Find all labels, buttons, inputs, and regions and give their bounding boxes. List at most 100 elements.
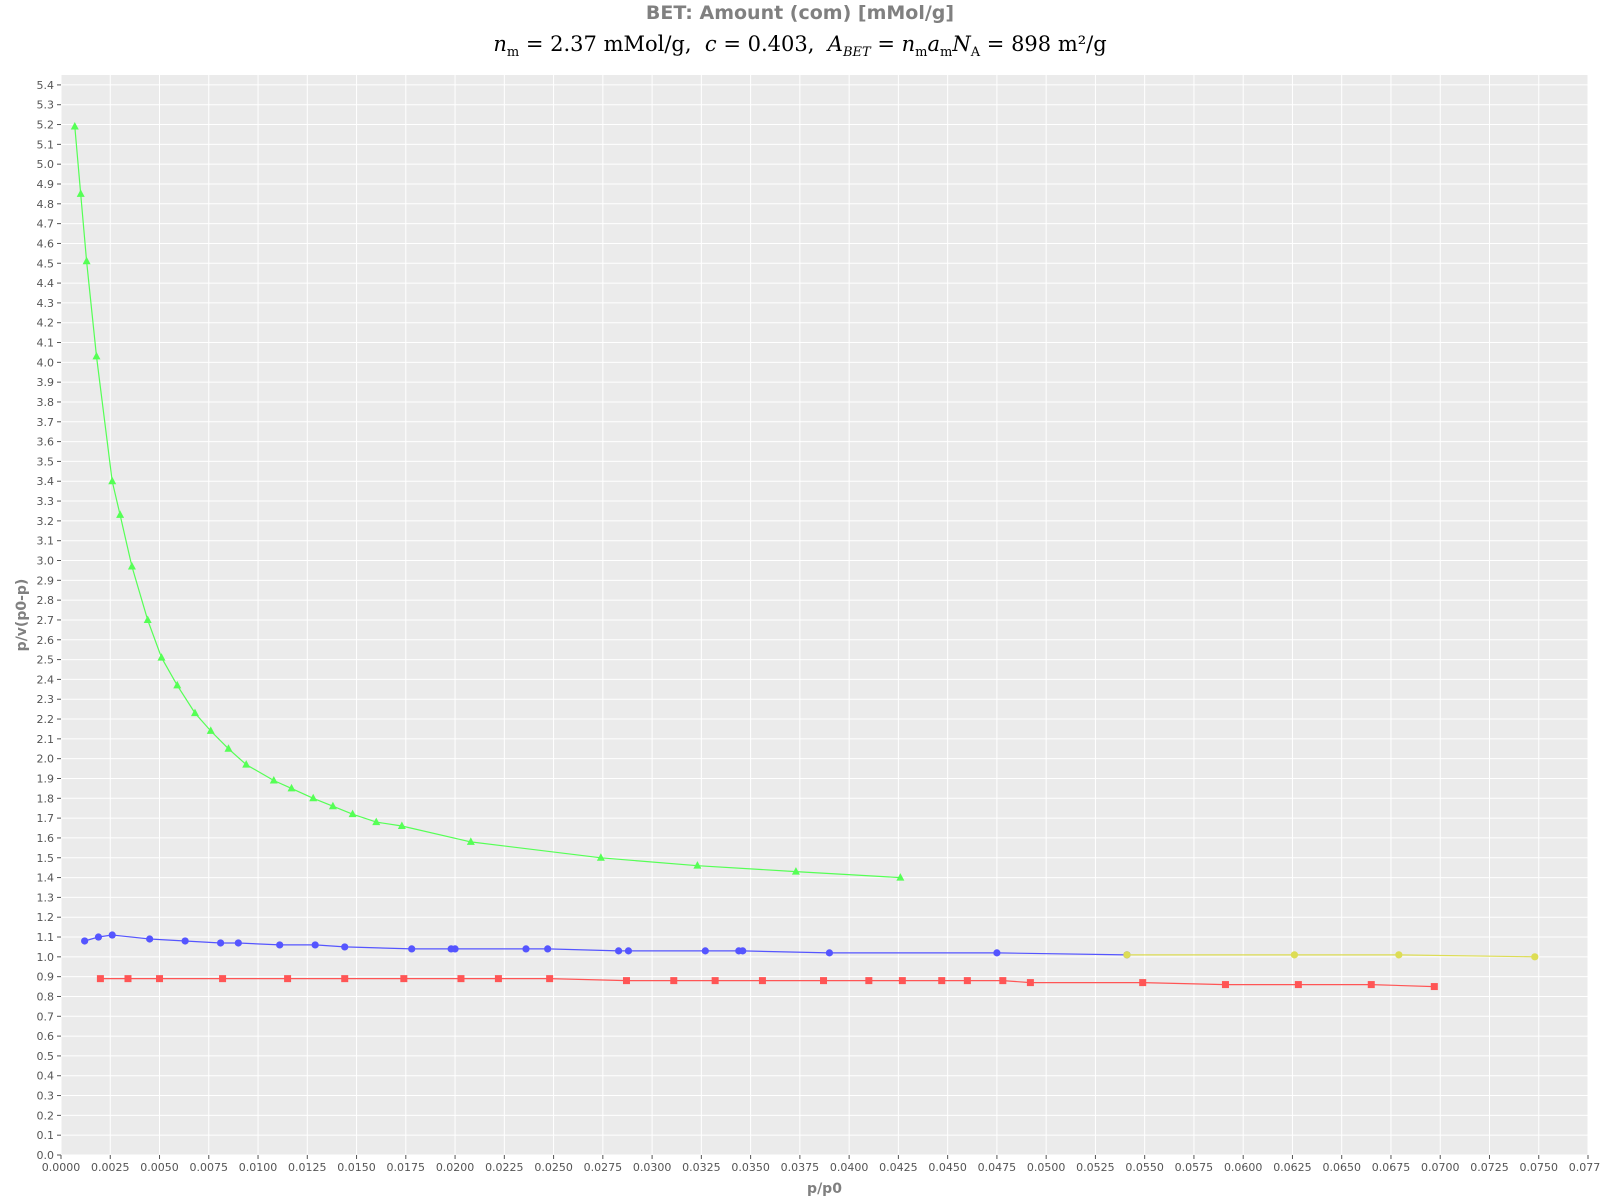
y-tick-label: 2.6	[37, 634, 55, 647]
y-tick-label: 0.2	[37, 1109, 55, 1122]
y-tick-label: 0.7	[37, 1010, 55, 1023]
data-point	[341, 975, 349, 983]
series-layer	[70, 122, 1539, 991]
x-axis-title: p/p0	[807, 1181, 842, 1197]
data-point	[397, 821, 406, 830]
series-4	[96, 975, 1438, 991]
y-tick-label: 0.9	[37, 971, 55, 984]
x-tick-label: 0.0350	[731, 1161, 770, 1174]
abet-value: 898 m²/g	[1011, 32, 1107, 56]
data-point	[156, 975, 164, 983]
x-tick-label: 0.0500	[1027, 1161, 1066, 1174]
series-1	[70, 122, 905, 881]
x-tick-label: 0.0650	[1322, 1161, 1361, 1174]
chart-subtitle: nm = 2.37 mMol/g, c = 0.403, ABET = nmam…	[493, 32, 1107, 61]
y-tick-label: 2.7	[37, 614, 55, 627]
y-tick-label: 1.0	[37, 951, 55, 964]
x-tick-label: 0.0225	[485, 1161, 524, 1174]
data-point	[522, 945, 530, 953]
data-point	[1430, 983, 1438, 991]
y-tick-label: 3.9	[37, 376, 55, 389]
x-tick-label: 0.0025	[91, 1161, 130, 1174]
data-point	[76, 189, 85, 197]
x-tick-label: 0.0725	[1470, 1161, 1509, 1174]
y-tick-label: 1.4	[37, 872, 55, 885]
data-point	[234, 939, 242, 947]
data-point	[216, 939, 225, 947]
y-tick-label: 2.4	[37, 673, 55, 686]
data-point	[993, 949, 1001, 957]
data-point	[670, 977, 678, 985]
y-tick-label: 1.6	[37, 832, 55, 845]
y-tick-label: 4.5	[37, 257, 55, 270]
y-tick-label: 1.5	[37, 852, 55, 865]
series-line	[1126, 954, 1535, 958]
series-line	[100, 977, 1435, 988]
y-tick-label: 0.5	[37, 1050, 55, 1063]
data-point	[963, 977, 971, 985]
data-point	[372, 817, 381, 826]
x-tick-label: 0.0375	[781, 1161, 820, 1174]
data-point	[494, 975, 502, 983]
data-point	[94, 933, 103, 941]
data-point	[108, 931, 116, 939]
data-point	[1139, 979, 1147, 987]
data-point	[1531, 953, 1539, 961]
data-point	[701, 947, 709, 955]
y-tick-label: 2.8	[37, 594, 55, 607]
y-tick-label: 4.0	[37, 356, 55, 369]
y-tick-label: 1.9	[37, 772, 55, 785]
series-2	[81, 931, 1131, 959]
y-tick-label: 1.1	[37, 931, 55, 944]
data-point	[276, 941, 284, 949]
data-point	[157, 653, 166, 661]
data-point	[451, 945, 459, 953]
y-tick-label: 4.2	[37, 317, 55, 330]
data-point	[309, 793, 318, 802]
x-tick-label: 0.0200	[436, 1161, 475, 1174]
data-point	[466, 837, 475, 845]
y-tick-label: 4.1	[37, 337, 55, 350]
data-point	[739, 947, 747, 955]
data-point	[615, 947, 623, 955]
x-tick-label: 0.0325	[682, 1161, 721, 1174]
x-tick-label: 0.0100	[239, 1161, 278, 1174]
data-point	[92, 351, 101, 360]
x-tick-label: 0.0625	[1273, 1161, 1312, 1174]
data-point	[70, 122, 79, 130]
data-point	[311, 941, 319, 949]
y-tick-label: 2.0	[37, 753, 55, 766]
x-tick-label: 0.0250	[534, 1161, 573, 1174]
data-point	[181, 937, 189, 945]
x-tick-label: 0.0075	[190, 1161, 229, 1174]
x-tick-label: 0.0700	[1421, 1161, 1460, 1174]
y-tick-label: 0.4	[37, 1070, 55, 1083]
data-point	[596, 853, 605, 861]
y-tick-label: 3.3	[37, 495, 55, 508]
data-point	[1367, 981, 1375, 989]
nm-value: 2.37 mMol/g	[550, 32, 685, 56]
y-tick-label: 1.3	[37, 891, 55, 904]
y-tick-label: 0.0	[37, 1149, 55, 1162]
data-point	[400, 975, 408, 983]
series-3	[1123, 951, 1539, 961]
y-axis-title: p/v(p0-p)	[14, 579, 30, 652]
y-tick-label: 5.4	[37, 79, 55, 92]
x-tick-label: 0.0000	[42, 1161, 81, 1174]
data-point	[143, 615, 152, 623]
data-point	[1123, 951, 1131, 959]
data-point	[825, 949, 834, 957]
x-tick-label: 0.0175	[387, 1161, 426, 1174]
data-point	[341, 943, 349, 951]
y-tick-label: 2.3	[37, 693, 55, 706]
y-tick-label: 0.8	[37, 990, 55, 1003]
data-point	[206, 726, 215, 734]
x-tick-label: 0.0275	[584, 1161, 623, 1174]
y-tick-label: 4.4	[37, 277, 55, 290]
y-tick-label: 4.9	[37, 178, 55, 191]
axes: 0.0000 0.0025 0.0050 0.0075 0.0100 0.0125 0.01…	[37, 79, 1600, 1174]
data-point	[1395, 951, 1403, 959]
data-point	[898, 977, 906, 985]
data-point	[127, 561, 136, 570]
